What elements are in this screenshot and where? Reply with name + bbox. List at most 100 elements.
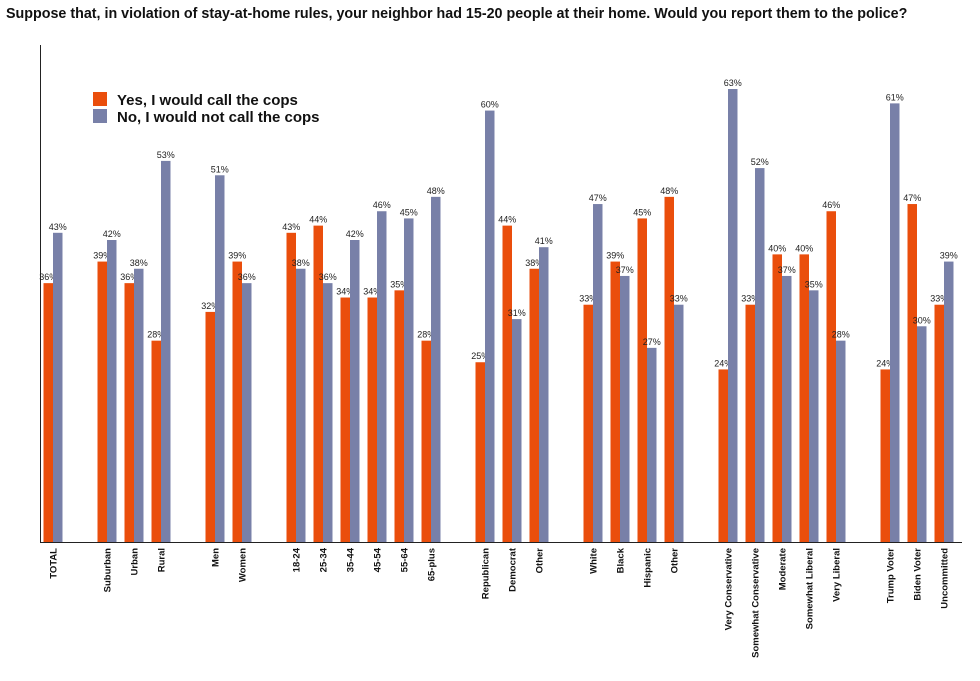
x-tick-label: Very Liberal <box>832 548 843 602</box>
bar-yes <box>880 369 890 542</box>
data-label-no: 30% <box>913 315 931 325</box>
x-tick-label: Democrat <box>508 547 519 592</box>
data-label-yes: 38% <box>525 258 543 268</box>
data-label-no: 36% <box>319 272 337 282</box>
bar-no <box>620 275 630 542</box>
x-tick-label: Very Conservative <box>724 548 735 630</box>
data-label-no: 37% <box>778 265 796 275</box>
bar-no <box>107 240 117 542</box>
data-label-no: 42% <box>103 229 121 239</box>
data-label-no: 31% <box>508 308 526 318</box>
bar-no <box>728 89 738 542</box>
bar-no <box>917 326 927 542</box>
bar-yes <box>286 232 296 543</box>
bar-no <box>215 175 225 543</box>
data-label-yes: 34% <box>363 287 381 297</box>
bar-yes <box>907 204 917 543</box>
bar-no <box>512 319 522 542</box>
x-tick-label: Somewhat Liberal <box>805 548 816 629</box>
bar-no <box>809 290 819 542</box>
x-tick-label: 65-plus <box>427 548 438 581</box>
data-label-no: 43% <box>49 222 67 232</box>
bar-no <box>53 232 63 543</box>
data-label-yes: 36% <box>120 272 138 282</box>
bar-yes <box>934 304 944 542</box>
x-tick-label: Trump Voter <box>886 548 897 604</box>
data-label-no: 38% <box>292 258 310 268</box>
x-tick-label: Republican <box>481 548 492 599</box>
x-tick-label: Rural <box>157 548 168 572</box>
x-tick-label: 25-34 <box>319 547 330 572</box>
data-label-no: 35% <box>805 279 823 289</box>
bar-no <box>404 218 414 542</box>
data-label-yes: 47% <box>903 193 921 203</box>
x-tick-label: Somewhat Conservative <box>751 548 762 658</box>
data-label-yes: 45% <box>633 207 651 217</box>
data-label-no: 36% <box>238 272 256 282</box>
data-label-yes: 39% <box>228 251 246 261</box>
data-label-no: 33% <box>670 294 688 304</box>
data-label-yes: 39% <box>93 251 111 261</box>
data-label-no: 51% <box>211 164 229 174</box>
legend-swatch-no <box>93 109 107 123</box>
data-label-no: 37% <box>616 265 634 275</box>
data-label-yes: 32% <box>201 301 219 311</box>
bar-yes <box>718 369 728 542</box>
bar-no <box>836 340 846 542</box>
data-label-no: 27% <box>643 337 661 347</box>
bar-no <box>755 168 765 542</box>
x-tick-label: Moderate <box>778 548 789 590</box>
data-label-no: 48% <box>427 186 445 196</box>
data-label-no: 28% <box>832 330 850 340</box>
data-label-yes: 33% <box>930 294 948 304</box>
x-tick-label: Other <box>535 548 546 574</box>
bar-no <box>161 160 171 542</box>
bar-yes <box>610 261 620 542</box>
x-tick-label: 55-64 <box>400 547 411 572</box>
bar-yes <box>97 261 107 542</box>
bar-yes <box>799 254 809 542</box>
data-label-yes: 35% <box>390 279 408 289</box>
bar-no <box>323 283 333 542</box>
x-tick-label: 18-24 <box>292 547 303 572</box>
data-label-yes: 33% <box>741 294 759 304</box>
x-tick-label: Hispanic <box>643 548 654 588</box>
data-label-no: 45% <box>400 207 418 217</box>
bar-no <box>539 247 549 542</box>
data-label-yes: 36% <box>39 272 57 282</box>
data-label-no: 60% <box>481 100 499 110</box>
bar-no <box>782 275 792 542</box>
bar-yes <box>43 283 53 542</box>
bar-no <box>485 110 495 543</box>
data-label-no: 61% <box>886 92 904 102</box>
bar-yes <box>340 297 350 542</box>
bar-no <box>350 240 360 542</box>
x-tick-label: White <box>589 548 600 574</box>
bar-yes <box>394 290 404 542</box>
bar-no <box>674 304 684 542</box>
data-label-yes: 46% <box>822 200 840 210</box>
data-label-yes: 34% <box>336 287 354 297</box>
x-tick-label: 35-44 <box>346 547 357 572</box>
data-label-no: 47% <box>589 193 607 203</box>
bar-yes <box>205 311 215 542</box>
data-label-yes: 28% <box>147 330 165 340</box>
data-label-yes: 48% <box>660 186 678 196</box>
bar-no <box>431 196 441 542</box>
legend-label-yes: Yes, I would call the cops <box>117 92 298 109</box>
x-tick-label: Men <box>211 548 222 567</box>
x-tick-label: Suburban <box>103 548 114 593</box>
chart-title: Suppose that, in violation of stay-at-ho… <box>6 6 908 22</box>
data-label-no: 53% <box>157 150 175 160</box>
bar-yes <box>367 297 377 542</box>
legend-swatch-yes <box>93 92 107 106</box>
bar-yes <box>502 225 512 542</box>
data-label-no: 42% <box>346 229 364 239</box>
bar-no <box>377 211 387 542</box>
bar-yes <box>664 196 674 542</box>
bar-no <box>242 283 252 542</box>
bar-yes <box>232 261 242 542</box>
data-label-yes: 24% <box>714 358 732 368</box>
data-label-no: 38% <box>130 258 148 268</box>
